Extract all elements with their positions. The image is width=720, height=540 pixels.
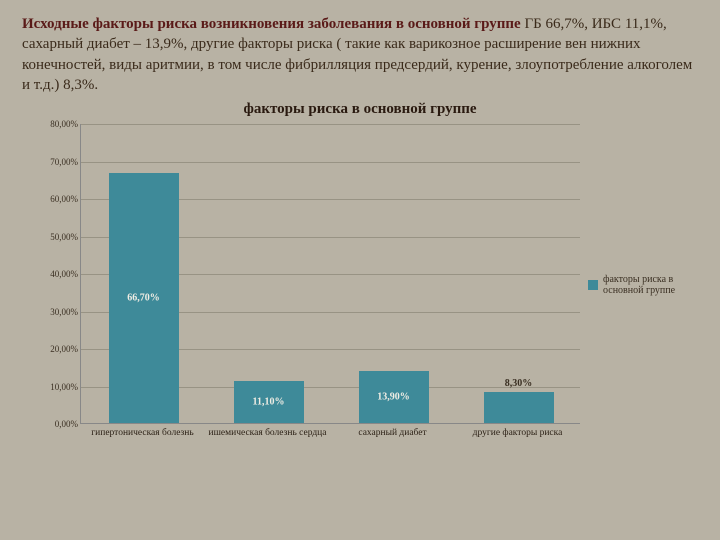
y-tick-label: 30,00% bbox=[22, 307, 78, 317]
y-tick-label: 40,00% bbox=[22, 269, 78, 279]
slide-heading: Исходные факторы риска возникновения заб… bbox=[22, 14, 698, 95]
bar-value-label: 11,10% bbox=[234, 397, 304, 408]
legend: факторы риска в основной группе bbox=[588, 274, 698, 296]
x-axis-label: сахарный диабет bbox=[330, 428, 455, 438]
bar-value-label: 66,70% bbox=[109, 292, 179, 303]
plot-area: 66,70% 11,10% 13,90% 8,30% bbox=[80, 124, 580, 424]
bar: 66,70% bbox=[109, 173, 179, 423]
y-tick-label: 10,00% bbox=[22, 382, 78, 392]
y-tick-label: 60,00% bbox=[22, 194, 78, 204]
bar: 13,90% bbox=[359, 371, 429, 423]
grid-line bbox=[81, 124, 580, 125]
y-tick-label: 80,00% bbox=[22, 119, 78, 129]
x-axis-label: другие факторы риска bbox=[455, 428, 580, 438]
bar-value-label: 13,90% bbox=[359, 391, 429, 402]
heading-bold: Исходные факторы риска возникновения заб… bbox=[22, 16, 521, 32]
bar: 8,30% bbox=[484, 392, 554, 423]
x-axis-label: ишемическая болезнь сердца bbox=[205, 428, 330, 438]
legend-label: факторы риска в основной группе bbox=[603, 274, 698, 296]
grid-line bbox=[81, 162, 580, 163]
bar: 11,10% bbox=[234, 381, 304, 423]
risk-factors-chart: 66,70% 11,10% 13,90% 8,30% 0,00% 10,00% 20,00… bbox=[22, 124, 698, 464]
y-tick-label: 20,00% bbox=[22, 344, 78, 354]
chart-title: факторы риска в основной группе bbox=[22, 101, 698, 118]
bar-value-label: 8,30% bbox=[484, 378, 554, 389]
y-tick-label: 70,00% bbox=[22, 157, 78, 167]
y-tick-label: 0,00% bbox=[22, 419, 78, 429]
legend-swatch bbox=[588, 280, 598, 290]
x-axis-label: гипертоническая болезнь bbox=[80, 428, 205, 438]
y-tick-label: 50,00% bbox=[22, 232, 78, 242]
